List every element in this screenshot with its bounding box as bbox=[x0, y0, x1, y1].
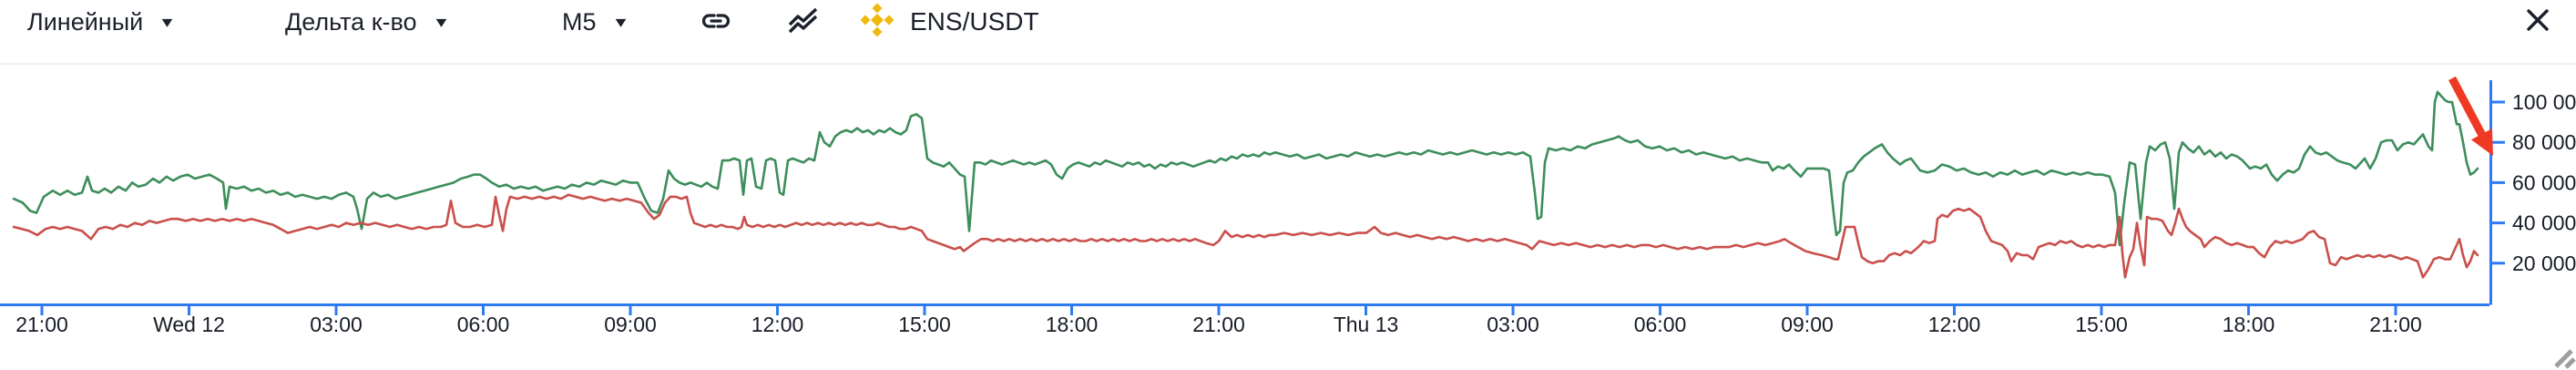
x-tick-label: 03:00 bbox=[310, 313, 363, 336]
link-icon bbox=[699, 4, 733, 43]
y-tick-label: 80 000 bbox=[2512, 130, 2576, 154]
indicator-dropdown[interactable]: Дельта к-во ▾ bbox=[285, 0, 446, 44]
resize-handle[interactable] bbox=[2554, 349, 2576, 369]
x-tick-label: 18:00 bbox=[1046, 313, 1099, 336]
interval-dropdown[interactable]: M5 ▾ bbox=[562, 0, 626, 44]
x-tick-label: 06:00 bbox=[457, 313, 510, 336]
compare-button[interactable] bbox=[783, 5, 823, 41]
x-tick-label: 09:00 bbox=[604, 313, 657, 336]
interval-label: M5 bbox=[562, 7, 597, 36]
caret-down-icon: ▾ bbox=[435, 12, 446, 31]
chart-toolbar: Линейный ▾ Дельта к-во ▾ M5 ▾ bbox=[0, 0, 2576, 65]
x-tick-label: Thu 13 bbox=[1334, 313, 1399, 336]
x-tick-label: 15:00 bbox=[2075, 313, 2128, 336]
indicator-label: Дельта к-во bbox=[285, 7, 417, 36]
x-tick-label: 03:00 bbox=[1487, 313, 1539, 336]
symbol-label: ENS/USDT bbox=[910, 7, 1039, 36]
x-tick-label: 12:00 bbox=[1928, 313, 1981, 336]
x-tick-label: 21:00 bbox=[15, 313, 68, 336]
x-axis: 21:00 Wed 12 03:00 06:00 09:00 12:00 15:00 18:0… bbox=[0, 303, 2489, 336]
series-red-line[interactable] bbox=[12, 193, 2479, 279]
y-axis: 20 000 40 000 60 000 80 000 100 000 bbox=[2489, 80, 2576, 305]
chart-type-label: Линейный bbox=[27, 7, 144, 36]
compare-lines-icon bbox=[785, 4, 822, 43]
x-tick-label: 12:00 bbox=[751, 313, 804, 336]
x-tick-label: 21:00 bbox=[1192, 313, 1245, 336]
x-tick-label: 15:00 bbox=[898, 313, 951, 336]
close-button[interactable] bbox=[2520, 4, 2556, 40]
close-icon bbox=[2523, 5, 2552, 39]
x-tick-label: 06:00 bbox=[1634, 313, 1687, 336]
chart-type-dropdown[interactable]: Линейный ▾ bbox=[27, 0, 173, 44]
binance-logo-icon bbox=[858, 1, 896, 44]
caret-down-icon: ▾ bbox=[615, 12, 626, 31]
y-tick-label: 20 000 bbox=[2512, 252, 2576, 275]
x-tick-label: 21:00 bbox=[2369, 313, 2422, 336]
caret-down-icon: ▾ bbox=[161, 12, 173, 31]
symbol-title: ENS/USDT bbox=[858, 0, 1039, 44]
y-tick-label: 40 000 bbox=[2512, 211, 2576, 235]
x-tick-label: 09:00 bbox=[1781, 313, 1834, 336]
y-tick-label: 100 000 bbox=[2512, 90, 2576, 114]
trend-arrow-annotation[interactable] bbox=[2448, 76, 2493, 156]
y-tick-label: 60 000 bbox=[2512, 170, 2576, 194]
series-green-line[interactable] bbox=[12, 90, 2479, 247]
link-button[interactable] bbox=[696, 5, 736, 41]
x-tick-label: Wed 12 bbox=[153, 313, 225, 336]
x-tick-label: 18:00 bbox=[2223, 313, 2275, 336]
